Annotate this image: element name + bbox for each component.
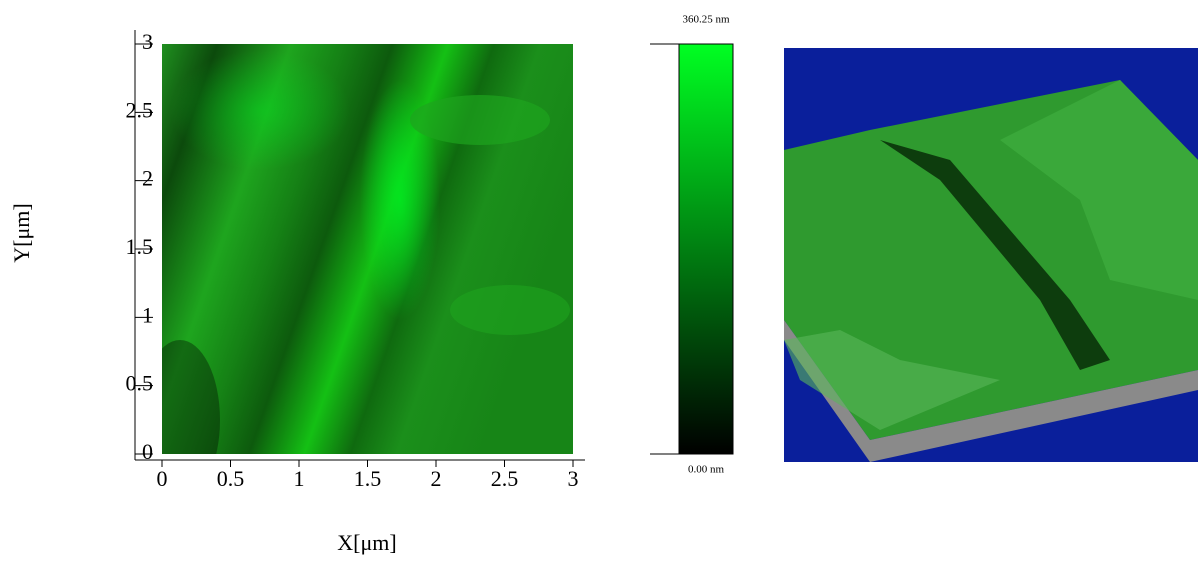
colorbar-tick-label: 0.00 nm xyxy=(688,464,725,476)
y-axis-label: Y[μm] xyxy=(9,203,34,262)
x-tick-label: 3 xyxy=(568,466,579,491)
y-tick-label: 1.5 xyxy=(126,234,154,259)
colorbar xyxy=(678,43,734,455)
y-tick-label: 2.5 xyxy=(126,97,154,122)
x-tick-label: 1 xyxy=(294,466,305,491)
3d-view xyxy=(784,48,1198,462)
colorbar-tick-label: 360.25 nm xyxy=(682,14,730,26)
y-tick-label: 0.5 xyxy=(126,371,154,396)
x-tick-label: 1.5 xyxy=(354,466,382,491)
x-tick-label: 0.5 xyxy=(217,466,245,491)
y-tick-label: 0 xyxy=(142,439,153,464)
x-axis-label: X[μm] xyxy=(337,530,396,555)
x-tick-label: 0 xyxy=(157,466,168,491)
x-tick-label: 2 xyxy=(431,466,442,491)
heatmap-image xyxy=(162,44,573,454)
x-tick-label: 2.5 xyxy=(491,466,519,491)
y-tick-label: 2 xyxy=(142,166,153,191)
y-tick-label: 1 xyxy=(142,302,153,327)
y-tick-label: 3 xyxy=(142,29,153,54)
